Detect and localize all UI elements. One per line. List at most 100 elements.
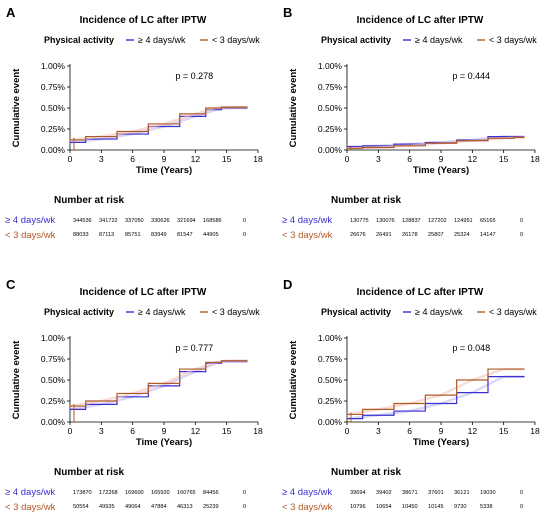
km-chart: B Incidence of LC after IPTW Physical acti…	[282, 5, 540, 241]
x-tick-label: 15	[222, 426, 232, 436]
risk-cell-high: 169600	[125, 490, 144, 496]
risk-cell-high: 341722	[99, 218, 118, 224]
y-tick-label: 1.00%	[41, 333, 66, 343]
x-tick-label: 0	[68, 154, 73, 164]
risk-cell-low: 0	[243, 504, 246, 510]
series-line-high	[347, 376, 525, 420]
x-tick-label: 18	[253, 426, 263, 436]
risk-row-label-low: < 3 days/wk	[5, 502, 56, 512]
y-tick-label: 0.75%	[41, 82, 66, 92]
risk-cell-low: 25324	[454, 232, 470, 238]
y-tick-label: 0.25%	[41, 124, 66, 134]
risk-cell-high: 19030	[480, 490, 496, 496]
risk-cell-low: 14147	[480, 232, 496, 238]
y-tick-label: 0.25%	[318, 396, 343, 406]
x-tick-label: 15	[222, 154, 232, 164]
y-axis-label: Cumulative event	[288, 68, 299, 147]
x-tick-label: 15	[499, 154, 509, 164]
legend-label-high: ≥ 4 days/wk	[138, 35, 186, 45]
x-tick-label: 6	[407, 154, 412, 164]
risk-cell-high: 0	[520, 218, 523, 224]
legend-label-low: < 3 days/wk	[489, 35, 537, 45]
x-tick-label: 0	[345, 426, 350, 436]
risk-row-label-low: < 3 days/wk	[282, 230, 333, 240]
y-tick-label: 0.00%	[318, 417, 343, 427]
risk-row-label-low: < 3 days/wk	[5, 230, 56, 240]
chart-title: Incidence of LC after IPTW	[357, 287, 484, 298]
x-tick-label: 6	[407, 426, 412, 436]
x-tick-label: 6	[130, 154, 135, 164]
y-tick-label: 0.00%	[41, 417, 66, 427]
x-tick-label: 9	[439, 426, 444, 436]
ci-band-high	[70, 106, 248, 144]
risk-cell-low: 85751	[125, 232, 141, 238]
km-chart: A Incidence of LC after IPTW Physical acti…	[5, 5, 263, 241]
risk-cell-low: 26491	[376, 232, 392, 238]
x-tick-label: 3	[99, 154, 104, 164]
risk-cell-low: 10654	[376, 504, 392, 510]
risk-table-title: Number at risk	[54, 467, 124, 478]
risk-cell-high: 84456	[203, 490, 219, 496]
risk-cell-high: 39402	[376, 490, 392, 496]
risk-row-label-high: ≥ 4 days/wk	[282, 215, 332, 226]
y-tick-label: 0.75%	[318, 82, 343, 92]
panel-b: B Incidence of LC after IPTW Physical acti…	[277, 0, 550, 245]
p-value: p = 0.444	[452, 71, 490, 81]
risk-cell-low: 44905	[203, 232, 219, 238]
y-tick-label: 0.50%	[318, 375, 343, 385]
risk-table-title: Number at risk	[54, 195, 124, 206]
risk-cell-high: 0	[243, 490, 246, 496]
x-tick-label: 0	[68, 426, 73, 436]
risk-cell-high: 39694	[350, 490, 366, 496]
chart-title: Incidence of LC after IPTW	[80, 15, 207, 26]
x-tick-label: 9	[162, 154, 167, 164]
risk-row-label-high: ≥ 4 days/wk	[5, 487, 55, 498]
legend-label-high: ≥ 4 days/wk	[415, 307, 463, 317]
series-line-low	[70, 106, 248, 141]
y-tick-label: 0.00%	[41, 145, 66, 155]
y-axis-label: Cumulative event	[11, 340, 22, 419]
y-axis-label: Cumulative event	[288, 340, 299, 419]
risk-cell-low: 49935	[99, 504, 115, 510]
risk-cell-high: 160765	[177, 490, 196, 496]
x-tick-label: 18	[530, 426, 540, 436]
risk-row-label-low: < 3 days/wk	[282, 502, 333, 512]
risk-cell-high: 130775	[350, 218, 369, 224]
risk-cell-low: 25807	[428, 232, 444, 238]
legend-label-low: < 3 days/wk	[212, 307, 260, 317]
risk-cell-high: 168586	[203, 218, 222, 224]
risk-cell-high: 344536	[73, 218, 92, 224]
risk-cell-high: 36121	[454, 490, 470, 496]
x-tick-label: 15	[499, 426, 509, 436]
risk-cell-high: 330626	[151, 218, 170, 224]
risk-cell-low: 81547	[177, 232, 193, 238]
ci-band-low	[70, 105, 248, 142]
panel-letter: D	[283, 277, 292, 292]
risk-cell-high: 0	[243, 218, 246, 224]
risk-table-title: Number at risk	[331, 467, 401, 478]
risk-cell-low: 0	[520, 232, 523, 238]
risk-cell-high: 130076	[376, 218, 395, 224]
panel-letter: A	[6, 5, 16, 20]
p-value: p = 0.777	[175, 343, 213, 353]
risk-cell-low: 25239	[203, 504, 219, 510]
y-tick-label: 0.50%	[41, 375, 66, 385]
legend-title: Physical activity	[44, 307, 114, 317]
risk-cell-low: 47884	[151, 504, 167, 510]
risk-cell-high: 165920	[151, 490, 170, 496]
panel-letter: B	[283, 5, 292, 20]
risk-cell-low: 10145	[428, 504, 444, 510]
series-line-high	[347, 135, 525, 148]
risk-cell-high: 37601	[428, 490, 444, 496]
x-tick-label: 12	[468, 154, 478, 164]
p-value: p = 0.048	[452, 343, 490, 353]
y-tick-label: 1.00%	[318, 61, 343, 71]
risk-cell-low: 49064	[125, 504, 141, 510]
x-tick-label: 18	[530, 154, 540, 164]
legend-label-low: < 3 days/wk	[212, 35, 260, 45]
risk-cell-low: 5338	[480, 504, 492, 510]
risk-cell-low: 88033	[73, 232, 89, 238]
risk-cell-low: 0	[520, 504, 523, 510]
legend-title: Physical activity	[321, 307, 391, 317]
ci-band-high	[347, 135, 525, 148]
